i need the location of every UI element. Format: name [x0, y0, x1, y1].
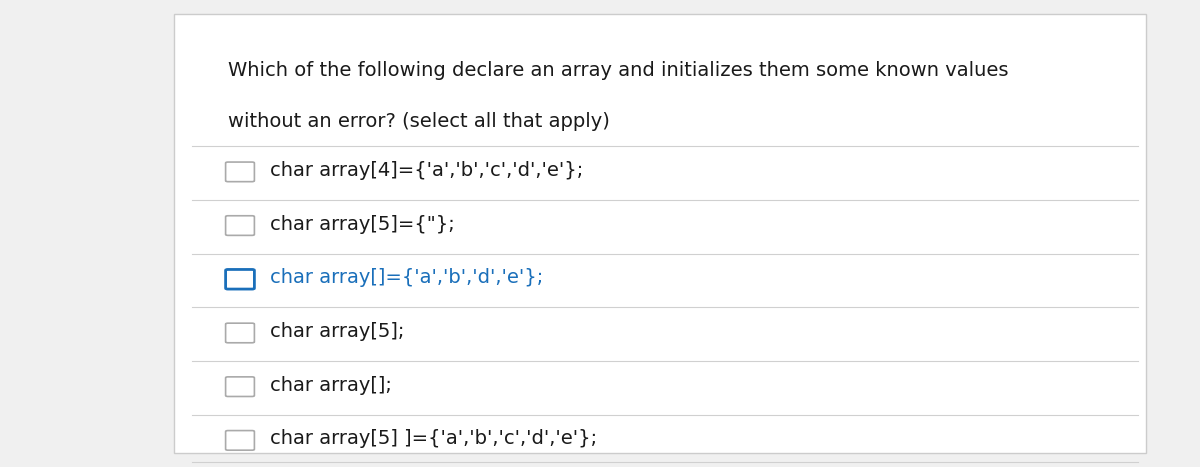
Text: char array[5] ]={'a','b','c','d','e'};: char array[5] ]={'a','b','c','d','e'}; — [270, 430, 598, 448]
Text: without an error? (select all that apply): without an error? (select all that apply… — [228, 112, 610, 131]
Text: Which of the following declare an array and initializes them some known values: Which of the following declare an array … — [228, 61, 1008, 80]
Text: char array[]={'a','b','d','e'};: char array[]={'a','b','d','e'}; — [270, 269, 544, 287]
FancyBboxPatch shape — [226, 377, 254, 396]
FancyBboxPatch shape — [226, 162, 254, 182]
Text: char array[];: char array[]; — [270, 376, 392, 395]
FancyBboxPatch shape — [226, 431, 254, 450]
FancyBboxPatch shape — [226, 216, 254, 235]
Text: char array[5];: char array[5]; — [270, 322, 404, 341]
FancyBboxPatch shape — [226, 269, 254, 289]
FancyBboxPatch shape — [174, 14, 1146, 453]
Text: char array[4]={'a','b','c','d','e'};: char array[4]={'a','b','c','d','e'}; — [270, 161, 583, 180]
FancyBboxPatch shape — [226, 323, 254, 343]
Text: char array[5]={"};: char array[5]={"}; — [270, 215, 455, 234]
